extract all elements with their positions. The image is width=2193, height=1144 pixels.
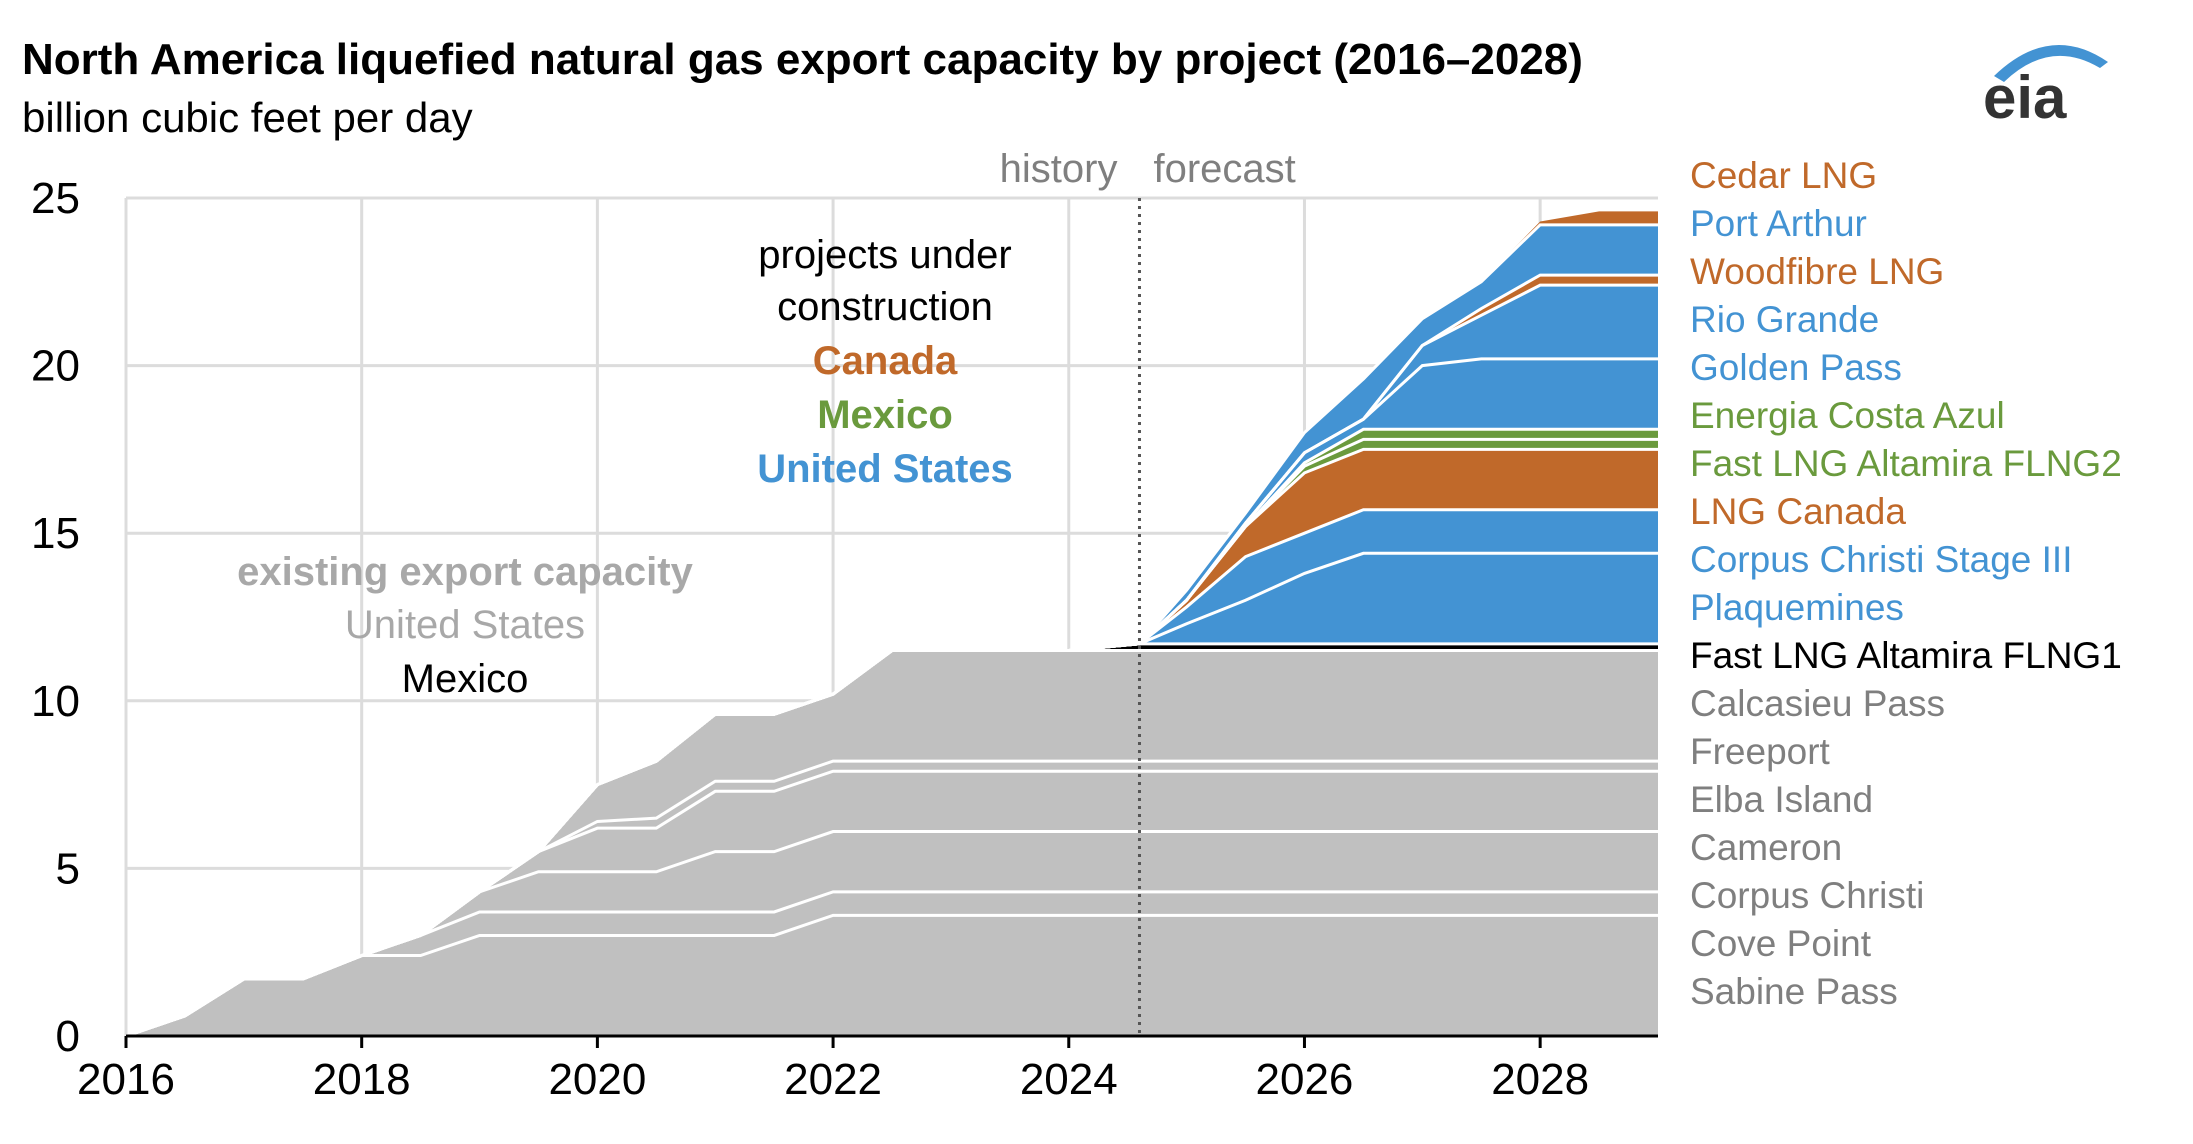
y-tick-label-25: 25 xyxy=(31,174,80,223)
y-tick-label-15: 15 xyxy=(31,509,80,558)
separator-sabine-pass xyxy=(125,913,1658,1038)
eia-logo-swoosh xyxy=(1994,44,2108,82)
mexico-group-label: Mexico xyxy=(817,393,953,437)
legend-item-port-arthur: Port Arthur xyxy=(1690,203,1867,244)
legend-item-freeport: Freeport xyxy=(1690,731,1831,772)
area-cove-point xyxy=(126,891,1658,1036)
history-label: history xyxy=(1000,147,1118,191)
area-plaquemines xyxy=(126,553,1658,1036)
stacked-areas xyxy=(125,211,1658,1038)
legend-item-calcasieu-pass: Calcasieu Pass xyxy=(1690,683,1945,724)
under-construction-line2: construction xyxy=(777,285,993,329)
legend-item-fast-lng-altamira-flng2: Fast LNG Altamira FLNG2 xyxy=(1690,443,2122,484)
chart-title: North America liquefied natural gas expo… xyxy=(22,35,1583,84)
legend-item-cedar-lng: Cedar LNG xyxy=(1690,155,1877,196)
existing-capacity-heading: existing export capacity xyxy=(237,550,693,594)
axes: 2016 2018 2020 2022 2024 2026 2028 0 5 10 15 20 25 xyxy=(31,174,1658,1104)
legend-item-woodfibre-lng: Woodfibre LNG xyxy=(1690,251,1944,292)
legend-item-plaquemines: Plaquemines xyxy=(1690,587,1904,628)
separator-port-arthur xyxy=(125,223,1658,1038)
x-tick-label-2026: 2026 xyxy=(1256,1055,1354,1104)
area-lng-canada xyxy=(126,449,1658,1036)
x-tick-label-2020: 2020 xyxy=(548,1055,646,1104)
legend-item-energia-costa-azul: Energia Costa Azul xyxy=(1690,395,2005,436)
legend-item-sabine-pass: Sabine Pass xyxy=(1690,971,1898,1012)
area-golden-pass xyxy=(126,358,1658,1036)
x-tick-label-2018: 2018 xyxy=(313,1055,411,1104)
y-tick-label-10: 10 xyxy=(31,677,80,726)
existing-capacity-annotation: existing export capacity United States M… xyxy=(237,550,693,701)
x-tick-label-2028: 2028 xyxy=(1491,1055,1589,1104)
y-tick-label-5: 5 xyxy=(56,844,80,893)
legend-item-corpus-christi-stage-iii: Corpus Christi Stage III xyxy=(1690,539,2072,580)
eia-logo-text: eia xyxy=(1983,64,2067,131)
legend-item-lng-canada: LNG Canada xyxy=(1690,491,1906,532)
legend-item-fast-lng-altamira-flng1: Fast LNG Altamira FLNG1 xyxy=(1690,635,2122,676)
x-tick-label-2022: 2022 xyxy=(784,1055,882,1104)
y-tick-label-20: 20 xyxy=(31,342,80,391)
canada-group-label: Canada xyxy=(813,339,958,383)
area-sabine-pass xyxy=(126,915,1658,1036)
under-construction-annotation: projects under construction Canada Mexic… xyxy=(757,233,1013,491)
legend-item-golden-pass: Golden Pass xyxy=(1690,347,1902,388)
under-construction-line1: projects under xyxy=(758,233,1011,277)
eia-logo: eia xyxy=(1983,44,2108,131)
legend-item-cameron: Cameron xyxy=(1690,827,1842,868)
chart-subtitle: billion cubic feet per day xyxy=(22,94,473,141)
legend-item-cove-point: Cove Point xyxy=(1690,923,1872,964)
x-tick-label-2016: 2016 xyxy=(77,1055,175,1104)
existing-mexico-label: Mexico xyxy=(402,657,529,701)
existing-us-label: United States xyxy=(345,603,585,647)
united-states-group-label: United States xyxy=(757,447,1013,491)
area-cameron xyxy=(126,771,1658,1036)
legend-item-elba-island: Elba Island xyxy=(1690,779,1873,820)
forecast-label: forecast xyxy=(1153,147,1295,191)
y-tick-label-0: 0 xyxy=(56,1012,80,1061)
legend-item-rio-grande: Rio Grande xyxy=(1690,299,1879,340)
area-freeport xyxy=(126,650,1658,1036)
x-tick-label-2024: 2024 xyxy=(1020,1055,1118,1104)
legend-item-corpus-christi: Corpus Christi xyxy=(1690,875,1924,916)
legend: Cedar LNG Port Arthur Woodfibre LNG Rio Gra… xyxy=(1690,155,2122,1012)
